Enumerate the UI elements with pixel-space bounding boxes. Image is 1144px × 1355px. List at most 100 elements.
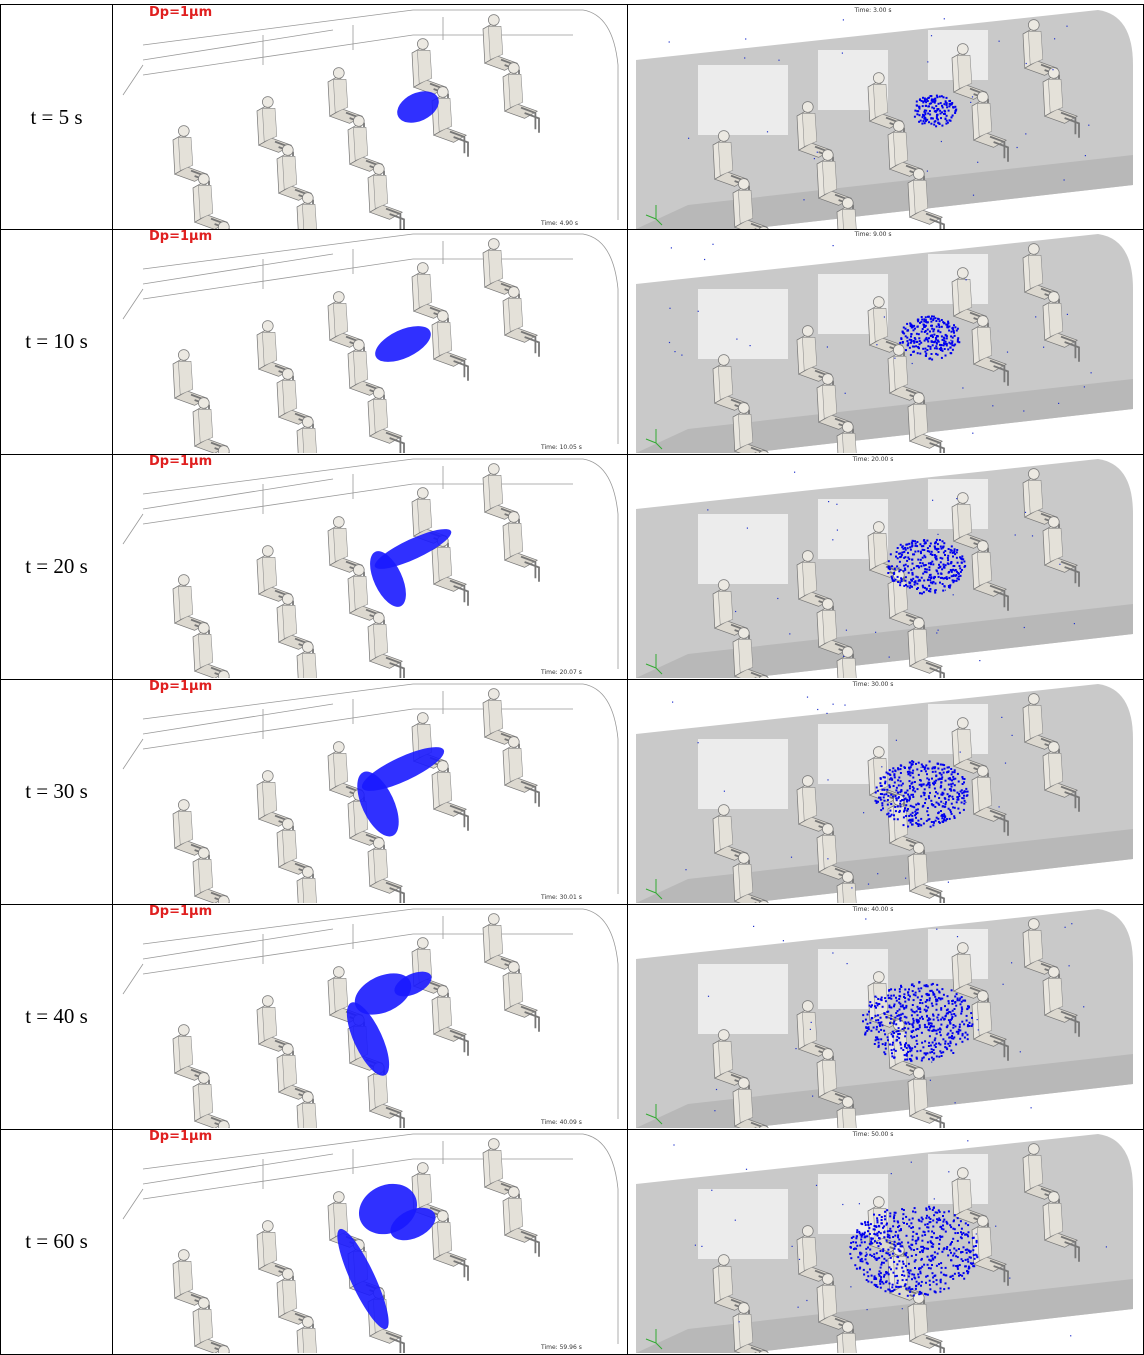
body	[178, 811, 192, 844]
particle	[924, 1293, 926, 1295]
particle	[917, 820, 919, 822]
particle	[889, 568, 891, 570]
particle	[957, 773, 959, 775]
particle	[917, 346, 919, 348]
particle	[911, 1030, 913, 1032]
particle	[942, 583, 944, 585]
particle	[931, 551, 933, 553]
particle	[909, 582, 911, 584]
particle	[943, 803, 944, 804]
particle	[894, 989, 896, 991]
particle	[905, 576, 907, 578]
particle	[869, 1005, 871, 1007]
particle	[672, 702, 673, 703]
particle	[847, 963, 848, 964]
head	[508, 287, 519, 298]
head	[437, 87, 448, 98]
particle	[934, 788, 936, 790]
particle	[904, 1016, 906, 1018]
particle	[935, 1000, 937, 1002]
body	[802, 562, 816, 595]
particle	[928, 1267, 930, 1269]
particle	[961, 797, 963, 799]
particle	[902, 1279, 904, 1281]
particle	[892, 1284, 894, 1286]
particle	[924, 1231, 926, 1233]
particle	[922, 1018, 924, 1020]
particle	[941, 125, 943, 127]
particle	[894, 1241, 896, 1243]
time-stamp: Time: 3.00 s	[853, 7, 891, 14]
particle	[843, 656, 844, 657]
particle	[881, 999, 883, 1001]
particle	[923, 591, 925, 593]
particle	[900, 784, 902, 786]
particle	[937, 803, 939, 805]
particle	[913, 984, 914, 985]
particle	[935, 775, 937, 777]
particle	[946, 115, 948, 117]
particle	[861, 1223, 863, 1225]
particle	[893, 1032, 895, 1034]
particle	[977, 1019, 978, 1020]
particle	[922, 105, 924, 107]
particle	[817, 709, 818, 710]
particle	[899, 1003, 901, 1005]
particle	[924, 587, 926, 589]
particle	[868, 884, 869, 885]
particle	[966, 1008, 968, 1010]
particle	[878, 1003, 880, 1005]
particle	[924, 571, 926, 573]
particle	[893, 818, 895, 820]
particle	[883, 1258, 885, 1260]
diameter-label: Dp=1μm	[149, 229, 212, 244]
body	[802, 787, 816, 820]
particle	[999, 806, 1000, 807]
head	[842, 872, 853, 883]
particle	[912, 578, 914, 580]
particle	[916, 1040, 918, 1042]
particle	[885, 1260, 887, 1262]
particle	[942, 1038, 944, 1040]
particle	[898, 1225, 900, 1227]
head	[802, 776, 813, 787]
particle	[862, 1014, 864, 1016]
particle	[960, 1013, 962, 1015]
particle	[958, 341, 960, 343]
particle	[916, 1035, 918, 1037]
head	[178, 575, 189, 586]
particle	[918, 333, 920, 335]
particle	[940, 1262, 942, 1264]
particle	[941, 998, 943, 1000]
particle	[724, 791, 725, 792]
particle	[951, 545, 953, 547]
body	[842, 433, 856, 453]
particle	[886, 1280, 888, 1282]
particle	[944, 768, 946, 770]
particle	[897, 767, 899, 769]
particle	[882, 1248, 884, 1250]
seat	[297, 642, 333, 678]
particle	[903, 557, 905, 559]
particle	[942, 321, 944, 323]
particle	[954, 1214, 956, 1216]
simulation-panel-left: Dp=1μmTime: 4.90 s	[113, 4, 628, 230]
seat	[297, 417, 333, 453]
particle	[1084, 386, 1085, 387]
head	[1048, 967, 1059, 978]
particle	[938, 1056, 940, 1058]
particle	[901, 1245, 903, 1247]
particle	[897, 1236, 899, 1238]
particle	[921, 100, 923, 102]
particle	[912, 1235, 914, 1237]
particle	[941, 1228, 943, 1230]
particle	[947, 555, 949, 557]
particle	[832, 539, 833, 540]
particle	[937, 1019, 939, 1021]
particle	[799, 1259, 800, 1260]
particle	[893, 814, 895, 816]
particle	[954, 1008, 956, 1010]
particle	[941, 1055, 943, 1057]
head	[198, 174, 209, 185]
particle	[953, 330, 955, 332]
